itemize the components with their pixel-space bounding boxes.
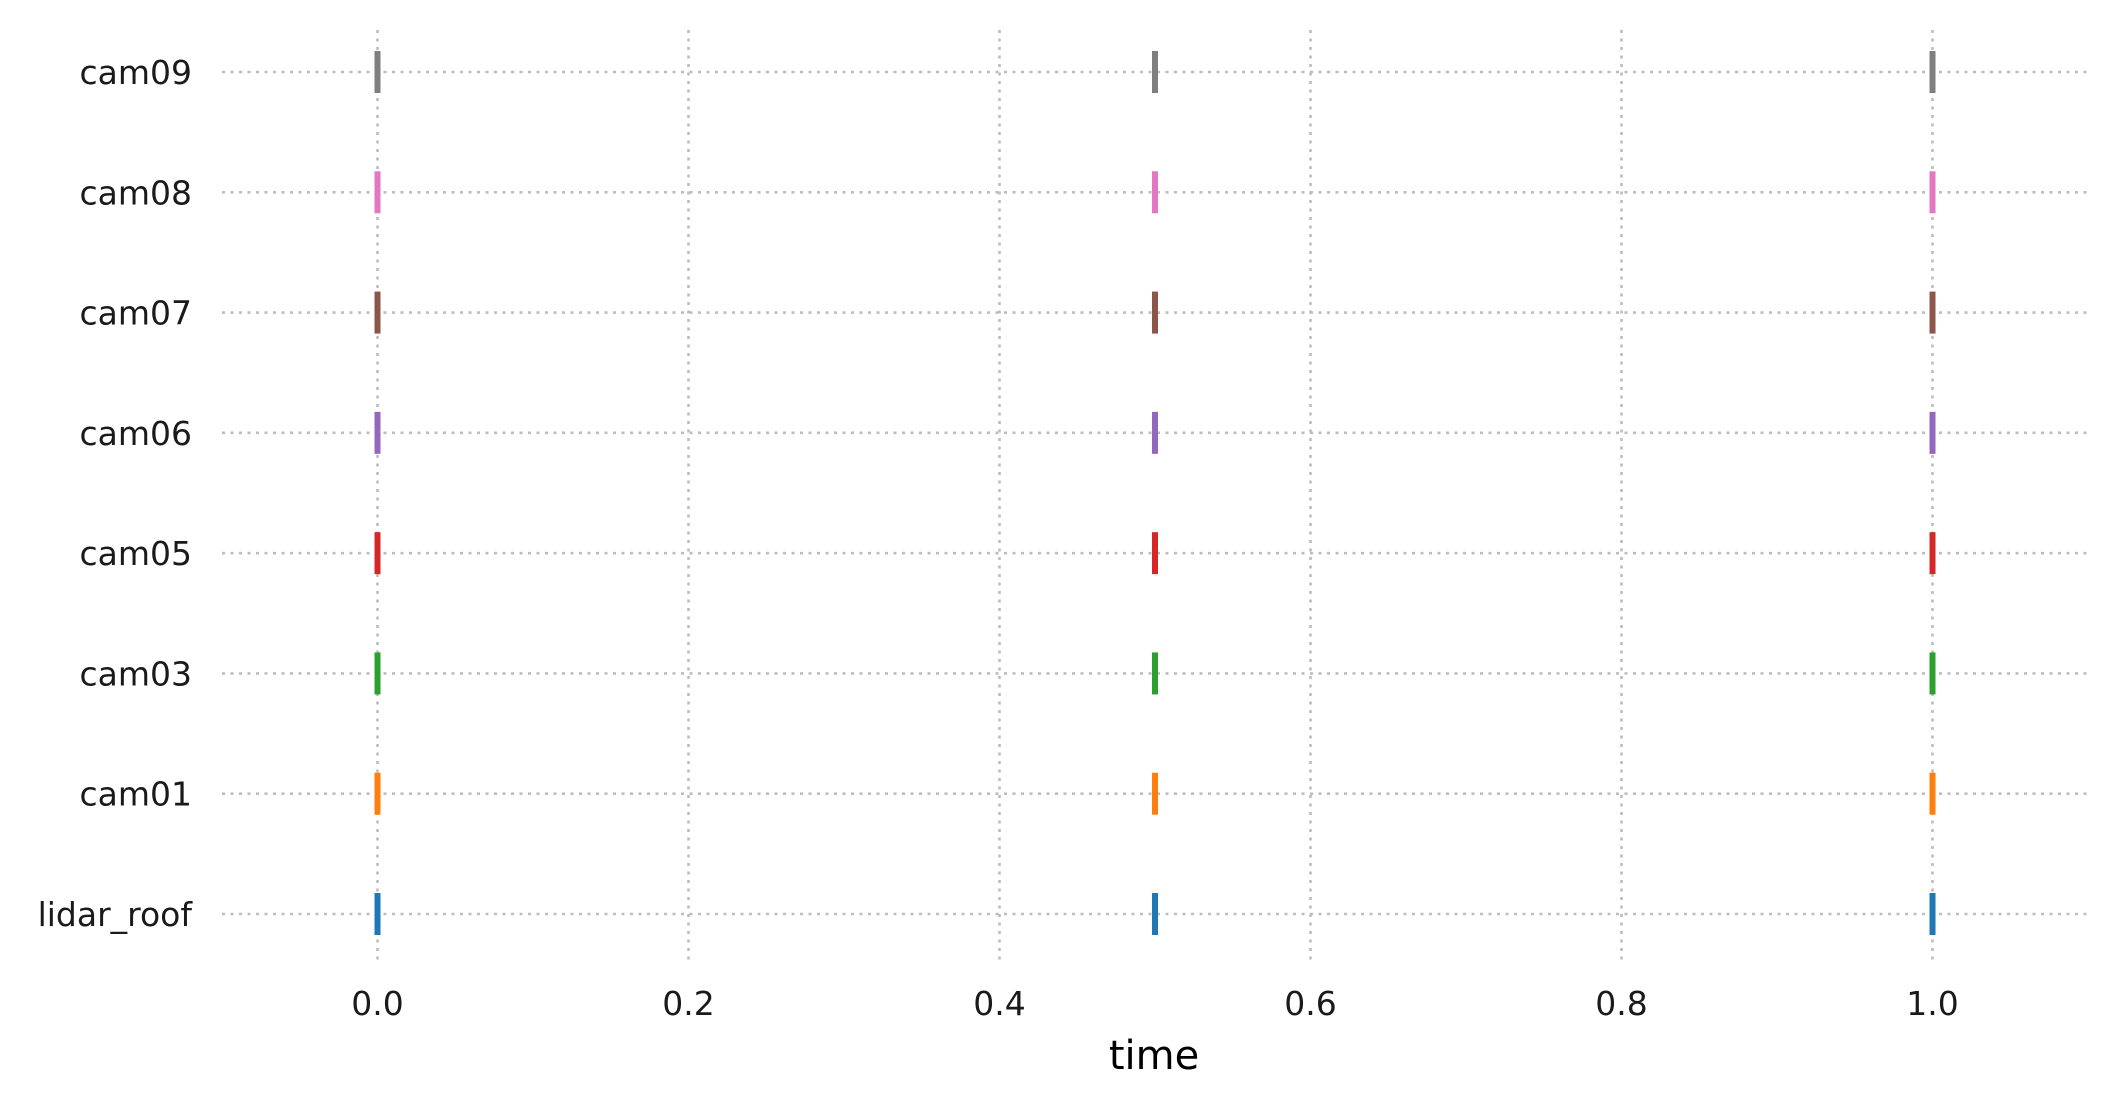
x-tick-labels: 0.0 0.2 0.4 0.6 0.8 1.0: [351, 984, 1958, 1023]
y-tick-labels: lidar_roof cam01 cam03 cam05 cam06 cam07 cam08…: [38, 53, 194, 934]
y-tick-label: cam06: [79, 414, 192, 453]
y-tick-label: cam08: [79, 173, 192, 212]
y-tick-label: lidar_roof: [38, 895, 194, 934]
y-tick-label: cam01: [79, 775, 192, 814]
y-tick-label: cam03: [79, 654, 192, 693]
x-tick-label: 0.8: [1595, 984, 1647, 1023]
x-tick-label: 0.2: [662, 984, 714, 1023]
x-tick-label: 1.0: [1906, 984, 1958, 1023]
x-gridlines: [376, 30, 1934, 962]
y-tick-label: cam09: [79, 53, 192, 92]
y-tick-label: cam07: [79, 294, 192, 333]
x-tick-label: 0.6: [1284, 984, 1336, 1023]
timestamp-marks: [374, 51, 1936, 935]
x-axis-label: time: [1109, 1033, 1199, 1079]
y-tick-label: cam05: [79, 534, 192, 573]
x-tick-label: 0.0: [351, 984, 403, 1023]
x-tick-label: 0.4: [973, 984, 1025, 1023]
